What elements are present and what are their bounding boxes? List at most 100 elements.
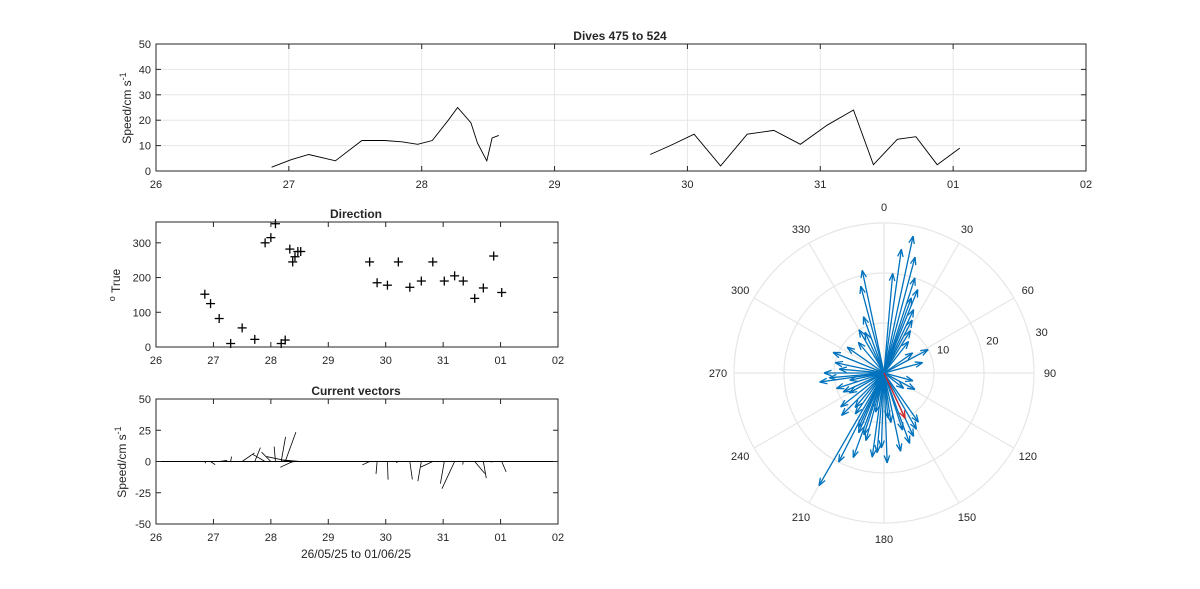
polar-arrow xyxy=(818,372,885,487)
polar-arrow-shaft xyxy=(854,372,885,415)
speed-plot-xtick-label: 01 xyxy=(947,179,959,191)
direction-plot-area xyxy=(156,222,558,347)
polar-arrow-shaft xyxy=(883,249,903,374)
polar-arrow-head xyxy=(911,417,919,423)
polar-arrow-shaft xyxy=(861,270,885,374)
polar-arrow-head xyxy=(897,248,902,257)
vector-plot-ytick-label: 0 xyxy=(145,457,151,469)
polar-arrow-head xyxy=(823,369,832,374)
polar-arrow xyxy=(854,372,885,415)
speed-plot-ytick-label: 20 xyxy=(139,115,151,127)
polar-arrow-head xyxy=(846,346,856,350)
polar-angle-label: 0 xyxy=(881,202,887,214)
polar-arrow-shaft xyxy=(858,329,885,374)
speed-plot-ticks: 26 27 28 29 30 31 01 02 0 10 20 30 40 50 xyxy=(139,39,1092,191)
polar-arrow-head xyxy=(878,440,883,449)
polar-arrow-shaft xyxy=(883,362,923,374)
polar-angle-label: 120 xyxy=(1019,451,1037,463)
polar-arrow-shaft xyxy=(883,372,902,452)
polar-arrow-shaft xyxy=(883,330,912,374)
vector-plot-sticks xyxy=(156,431,558,489)
speed-plot-ylabel: Speed/cm s-1 xyxy=(118,72,134,143)
direction-plot-xtick-label: 29 xyxy=(322,355,334,367)
polar-arrow xyxy=(840,372,885,417)
polar-arrow-shaft xyxy=(832,351,885,374)
direction-marker xyxy=(250,334,260,344)
polar-arrow-head xyxy=(835,360,844,364)
polar-arrow-head xyxy=(858,329,866,336)
speed-plot: Dives 475 to 524 26 27 28 29 30 31 01 02 0 10 20 30… xyxy=(118,29,1092,191)
vector-stick xyxy=(474,461,486,474)
vector-stick xyxy=(280,436,286,462)
polar-arrow-head xyxy=(909,256,916,265)
polar-arrow xyxy=(883,361,924,374)
vector-stick xyxy=(241,452,255,462)
direction-plot-xtick-label: 27 xyxy=(207,355,219,367)
direction-marker xyxy=(288,257,298,267)
polar-arrow-head xyxy=(854,408,863,415)
direction-marker xyxy=(237,323,247,333)
direction-marker xyxy=(266,233,276,243)
polar-arrow xyxy=(883,289,919,374)
polar-arrow-shaft xyxy=(852,372,885,458)
direction-plot-ytick-label: 0 xyxy=(145,342,151,354)
polar-angle-label: 270 xyxy=(709,368,727,380)
polar-arrow-head xyxy=(818,479,826,487)
vector-stick xyxy=(283,459,301,462)
speed-plot-xtick-label: 29 xyxy=(548,179,560,191)
direction-marker xyxy=(206,299,216,309)
polar-arrow-head xyxy=(869,449,873,458)
polar-arrow-shaft xyxy=(857,341,885,374)
vector-plot-xtick-label: 27 xyxy=(207,532,219,544)
polar-arrow-head xyxy=(887,409,891,418)
polar-arrow-shaft xyxy=(883,372,916,391)
polar-arrow-head xyxy=(909,383,916,390)
polar-arrow-shaft xyxy=(883,341,910,374)
polar-arrow-shaft xyxy=(842,372,885,393)
polar-arrow-head xyxy=(922,349,929,356)
vector-plot-xtick-label: 01 xyxy=(494,532,506,544)
polar-arrow xyxy=(883,348,929,374)
polar-arrow-head xyxy=(858,421,865,428)
vector-plot-ytick-label: -25 xyxy=(135,488,151,500)
polar-arrow-head xyxy=(836,383,844,389)
polar-arrow xyxy=(859,285,885,374)
polar-angle-label: 330 xyxy=(792,224,810,236)
polar-arrow-shaft xyxy=(864,331,885,374)
vector-stick xyxy=(284,431,297,462)
polar-arrow-head xyxy=(857,342,862,351)
direction-plot-ytick-label: 300 xyxy=(133,238,151,250)
polar-arrow-head xyxy=(828,373,837,379)
polar-arrow-head xyxy=(912,309,915,318)
polar-arrow-head xyxy=(890,414,894,423)
vector-plot-xtick-label: 26 xyxy=(150,532,162,544)
polar-arrow xyxy=(864,331,885,374)
speed-plot-series xyxy=(271,106,961,168)
polar-arrow-head xyxy=(886,455,891,464)
direction-plot-xtick-label: 31 xyxy=(437,355,449,367)
polar-plot: 0 30 60 90 120 150 180 210 240 270 300 330 10 20 30 xyxy=(709,202,1056,546)
polar-arrow xyxy=(846,346,885,374)
polar-spoke xyxy=(883,372,1015,449)
polar-arrow xyxy=(852,372,885,458)
direction-marker xyxy=(428,257,438,267)
polar-arrow-head xyxy=(914,361,923,364)
vector-plot-xtick-label: 28 xyxy=(265,532,277,544)
polar-arrow-head xyxy=(818,477,822,486)
polar-arrow-head xyxy=(843,390,852,393)
polar-arrow xyxy=(842,372,885,393)
speed-plot-title: Dives 475 to 524 xyxy=(573,29,667,43)
polar-arrow-shaft xyxy=(876,372,885,453)
polar-arrow-head xyxy=(904,436,911,444)
vector-plot-xtick-label: 31 xyxy=(437,532,449,544)
polar-arrow-head xyxy=(915,362,924,368)
polar-arrow xyxy=(883,330,912,374)
speed-plot-xtick-label: 28 xyxy=(416,179,428,191)
polar-mean-arrow xyxy=(883,372,906,419)
polar-arrow-shaft xyxy=(883,289,919,374)
polar-arrow-shaft xyxy=(860,285,885,374)
direction-plot-xtick-label: 02 xyxy=(552,355,564,367)
polar-spoke xyxy=(883,242,960,374)
polar-arrow-head xyxy=(838,368,847,374)
polar-arrow-head xyxy=(895,444,902,452)
